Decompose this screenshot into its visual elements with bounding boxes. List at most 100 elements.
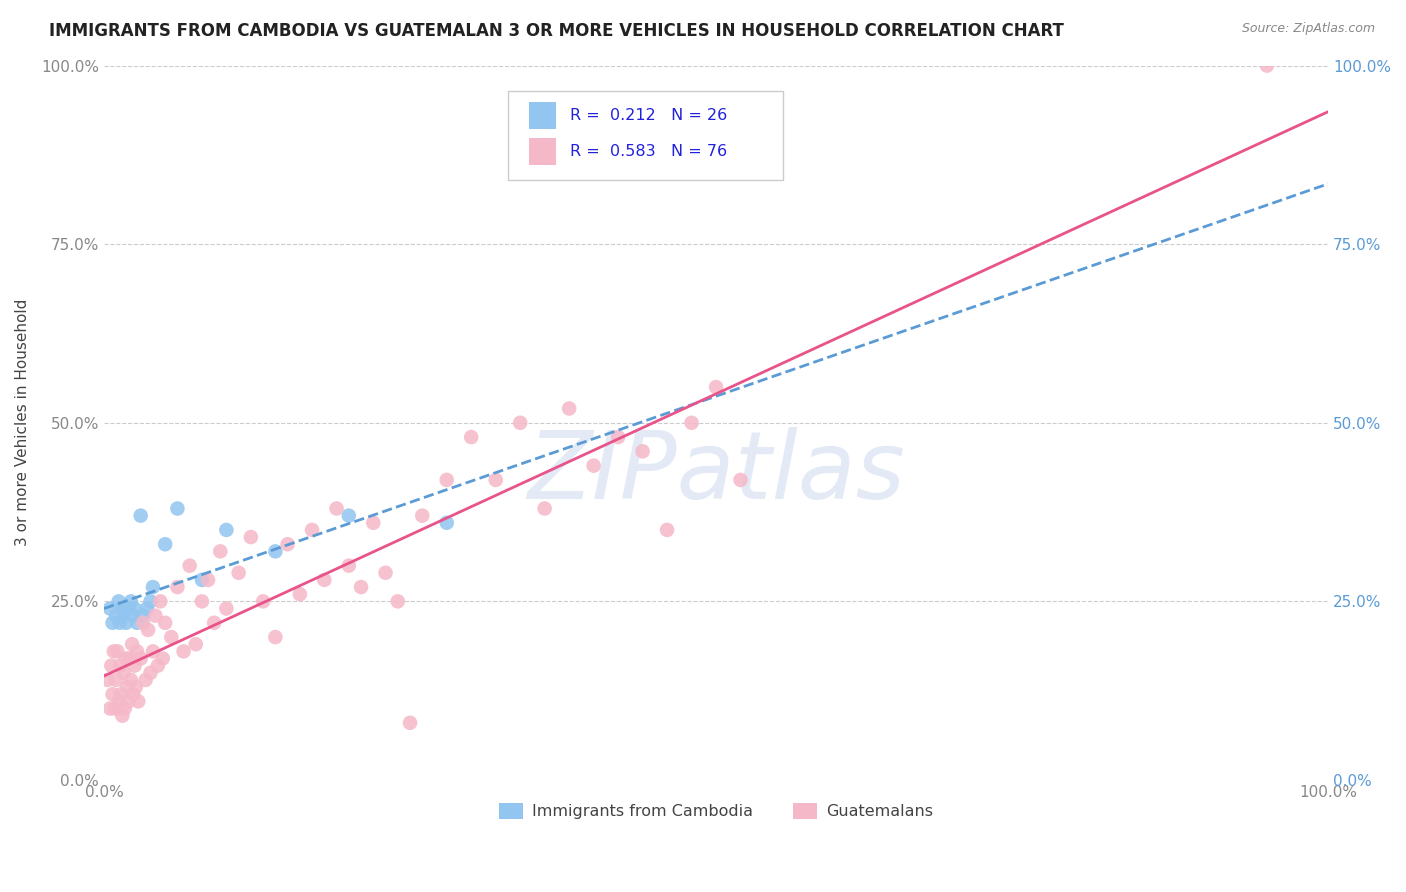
Point	[146, 658, 169, 673]
Point	[191, 594, 214, 608]
Text: R =  0.583   N = 76: R = 0.583 N = 76	[571, 144, 727, 159]
Point	[108, 615, 131, 630]
Point	[239, 530, 262, 544]
Point	[1256, 59, 1278, 73]
Point	[135, 673, 157, 687]
Point	[129, 651, 152, 665]
Point	[98, 601, 121, 615]
Point	[411, 508, 433, 523]
Point	[173, 644, 195, 658]
FancyBboxPatch shape	[529, 137, 555, 165]
Point	[202, 615, 225, 630]
Point	[655, 523, 678, 537]
Point	[124, 658, 146, 673]
Point	[149, 594, 172, 608]
Point	[122, 687, 145, 701]
Point	[215, 601, 238, 615]
Point	[704, 380, 727, 394]
Point	[215, 523, 238, 537]
Point	[436, 516, 458, 530]
Point	[125, 680, 148, 694]
Point	[139, 665, 162, 680]
Point	[105, 608, 128, 623]
Point	[115, 615, 138, 630]
Point	[184, 637, 207, 651]
Point	[125, 615, 148, 630]
Point	[107, 644, 129, 658]
Point	[117, 601, 139, 615]
Point	[209, 544, 232, 558]
Point	[277, 537, 299, 551]
Point	[101, 615, 124, 630]
Point	[374, 566, 396, 580]
Point	[100, 658, 122, 673]
Point	[111, 601, 134, 615]
Point	[337, 508, 360, 523]
Point	[136, 623, 159, 637]
Point	[103, 644, 125, 658]
Point	[97, 673, 120, 687]
Point	[160, 630, 183, 644]
Point	[117, 694, 139, 708]
Point	[607, 430, 630, 444]
Y-axis label: 3 or more Vehicles in Household: 3 or more Vehicles in Household	[15, 299, 30, 547]
Point	[387, 594, 409, 608]
Point	[509, 416, 531, 430]
Point	[681, 416, 703, 430]
Point	[142, 580, 165, 594]
Point	[558, 401, 581, 416]
Point	[179, 558, 201, 573]
Text: Source: ZipAtlas.com: Source: ZipAtlas.com	[1241, 22, 1375, 36]
Point	[114, 601, 136, 615]
Point	[301, 523, 323, 537]
Point	[153, 537, 176, 551]
Point	[127, 694, 149, 708]
Point	[107, 694, 129, 708]
Point	[110, 687, 132, 701]
Point	[264, 630, 287, 644]
Point	[121, 637, 143, 651]
Point	[197, 573, 219, 587]
Point	[114, 701, 136, 715]
Point	[145, 608, 167, 623]
Point	[485, 473, 508, 487]
Point	[107, 594, 129, 608]
Point	[166, 580, 188, 594]
Point	[153, 615, 176, 630]
Point	[264, 544, 287, 558]
Point	[325, 501, 347, 516]
Point	[436, 473, 458, 487]
Point	[98, 701, 121, 715]
Point	[124, 601, 146, 615]
Point	[120, 594, 142, 608]
Point	[104, 701, 127, 715]
Point	[108, 658, 131, 673]
Text: ZIPatlas: ZIPatlas	[527, 427, 905, 518]
Point	[152, 651, 174, 665]
Point	[582, 458, 605, 473]
Point	[139, 594, 162, 608]
Point	[111, 708, 134, 723]
Point	[631, 444, 654, 458]
Point	[288, 587, 311, 601]
Point	[115, 651, 138, 665]
Point	[122, 608, 145, 623]
Point	[460, 430, 482, 444]
Point	[115, 680, 138, 694]
Point	[118, 651, 141, 665]
Text: IMMIGRANTS FROM CAMBODIA VS GUATEMALAN 3 OR MORE VEHICLES IN HOUSEHOLD CORRELATI: IMMIGRANTS FROM CAMBODIA VS GUATEMALAN 3…	[49, 22, 1064, 40]
Point	[112, 608, 135, 623]
Point	[101, 687, 124, 701]
FancyBboxPatch shape	[508, 91, 783, 180]
Point	[135, 601, 157, 615]
Point	[129, 508, 152, 523]
FancyBboxPatch shape	[529, 102, 555, 128]
Point	[132, 615, 155, 630]
Point	[125, 644, 148, 658]
Point	[120, 673, 142, 687]
Point	[730, 473, 752, 487]
Point	[166, 501, 188, 516]
Point	[132, 608, 155, 623]
Point	[142, 644, 165, 658]
Point	[191, 573, 214, 587]
